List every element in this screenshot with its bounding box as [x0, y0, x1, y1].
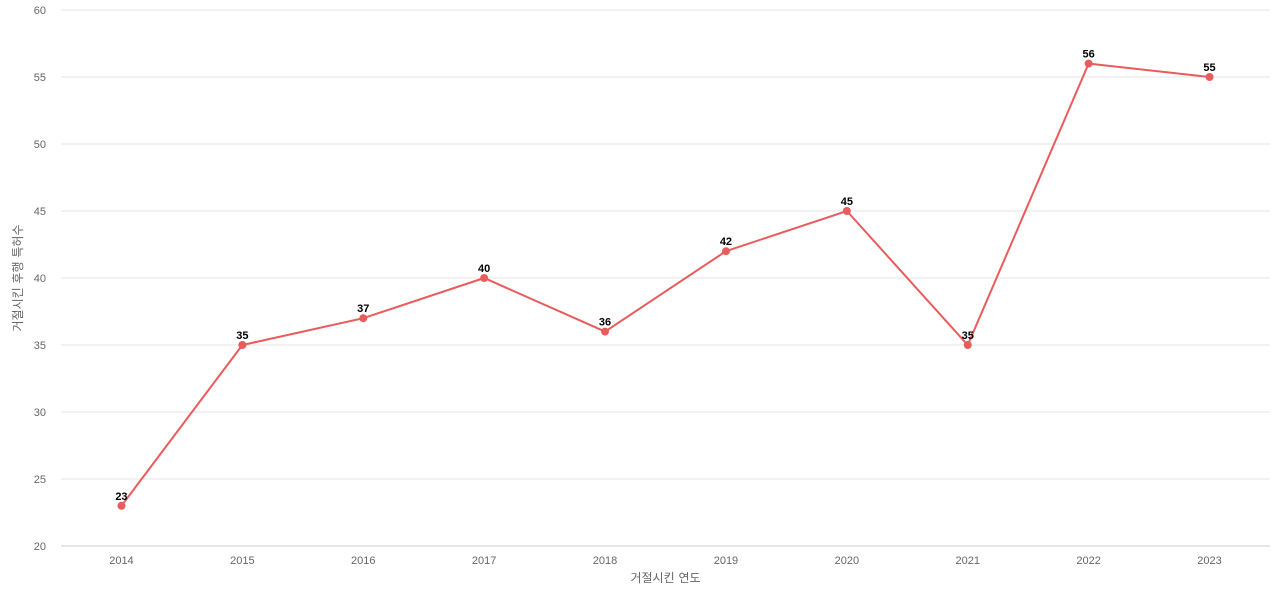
data-point: [721, 247, 730, 256]
data-point: [963, 341, 972, 349]
series-line: [120, 62, 1210, 507]
data-point: [238, 341, 247, 349]
x-tick-label: 2014: [109, 555, 133, 567]
data-label: 55: [1203, 62, 1215, 74]
x-tick-label: 2019: [714, 555, 738, 567]
y-axis-ticks: 20 25 30 35 40 45 50 55 60: [34, 5, 46, 553]
x-axis-title: 거절시킨 연도: [630, 571, 700, 585]
data-label: 40: [478, 263, 490, 275]
x-axis-ticks: 2014 2015 2016 2017 2018 2019 2020 2021 2022 2023: [109, 555, 1222, 567]
data-point: [117, 501, 126, 510]
y-axis-title: 거절시킨 후행 특허수: [10, 225, 25, 332]
y-tick-label: 20: [34, 541, 46, 553]
data-label: 45: [841, 196, 853, 208]
data-label: 36: [599, 317, 611, 329]
data-point: [842, 207, 851, 215]
data-label: 56: [1083, 49, 1095, 61]
y-tick-label: 50: [34, 139, 46, 151]
y-tick-label: 35: [34, 340, 46, 352]
data-point: [601, 327, 610, 336]
x-tick-label: 2017: [472, 555, 496, 567]
data-points: [117, 59, 1214, 510]
data-label: 42: [720, 236, 732, 248]
data-point: [480, 274, 489, 282]
y-tick-label: 25: [34, 474, 46, 486]
data-label: 23: [115, 491, 127, 503]
x-tick-label: 2023: [1197, 555, 1221, 567]
y-tick-label: 40: [34, 273, 46, 285]
x-tick-label: 2015: [230, 555, 254, 567]
data-label: 37: [357, 303, 369, 315]
y-tick-label: 55: [34, 72, 46, 84]
data-label: 35: [962, 330, 974, 342]
x-tick-label: 2020: [835, 555, 859, 567]
grid-lines: [61, 9, 1270, 480]
data-point: [1205, 73, 1214, 81]
y-tick-label: 60: [34, 5, 46, 17]
data-point: [359, 314, 368, 323]
x-tick-label: 2018: [593, 555, 617, 567]
y-tick-label: 45: [34, 206, 46, 218]
y-tick-label: 30: [34, 407, 46, 419]
data-labels: 23 35 37 40 36 42 45 35 56 55: [115, 49, 1215, 503]
x-tick-label: 2021: [956, 555, 980, 567]
data-point: [1084, 59, 1093, 68]
x-tick-label: 2022: [1076, 555, 1100, 567]
x-tick-label: 2016: [351, 555, 375, 567]
data-label: 35: [236, 330, 248, 342]
